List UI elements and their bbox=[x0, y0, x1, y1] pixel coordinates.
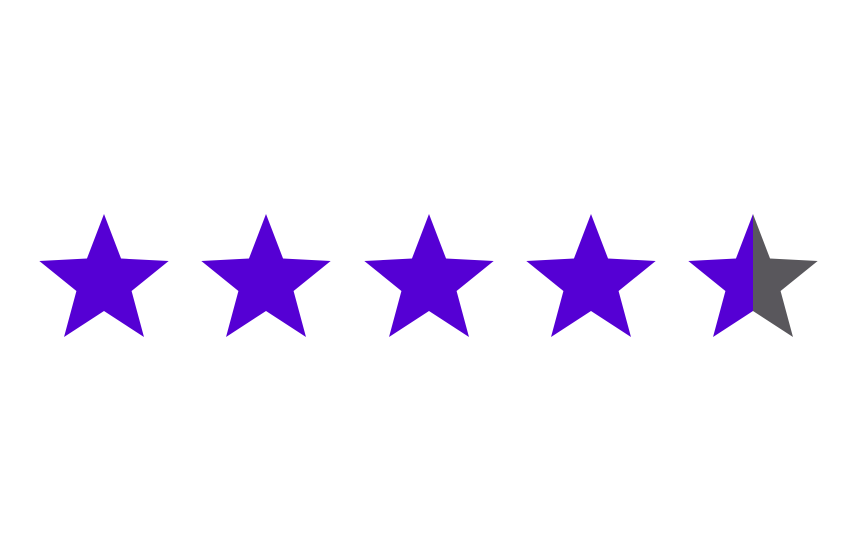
star-icon bbox=[364, 214, 493, 337]
star-icon bbox=[201, 214, 330, 337]
star-icon bbox=[526, 214, 655, 337]
stars-group bbox=[39, 214, 817, 337]
star-icon bbox=[39, 214, 168, 337]
star-icon bbox=[688, 214, 817, 337]
